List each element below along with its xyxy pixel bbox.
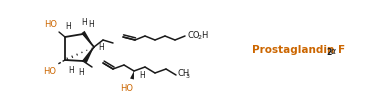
Text: HO: HO <box>120 84 133 93</box>
Polygon shape <box>130 71 134 80</box>
Text: H: H <box>201 31 207 40</box>
Text: CO: CO <box>187 31 200 40</box>
Text: α: α <box>331 46 336 56</box>
Polygon shape <box>81 31 94 47</box>
Text: CH: CH <box>177 70 189 78</box>
Text: H: H <box>68 66 74 75</box>
Text: H: H <box>81 18 87 27</box>
Text: HO: HO <box>44 20 57 29</box>
Text: H: H <box>88 20 94 29</box>
Text: H: H <box>78 68 84 77</box>
Text: HO: HO <box>43 67 56 76</box>
Text: 2: 2 <box>326 48 331 57</box>
Text: H: H <box>65 22 71 31</box>
Text: 2: 2 <box>197 35 201 40</box>
Text: H: H <box>139 72 145 80</box>
Text: 3: 3 <box>186 74 190 78</box>
Text: H: H <box>98 44 104 52</box>
Text: Prostaglandin F: Prostaglandin F <box>252 45 345 55</box>
Polygon shape <box>83 47 94 63</box>
